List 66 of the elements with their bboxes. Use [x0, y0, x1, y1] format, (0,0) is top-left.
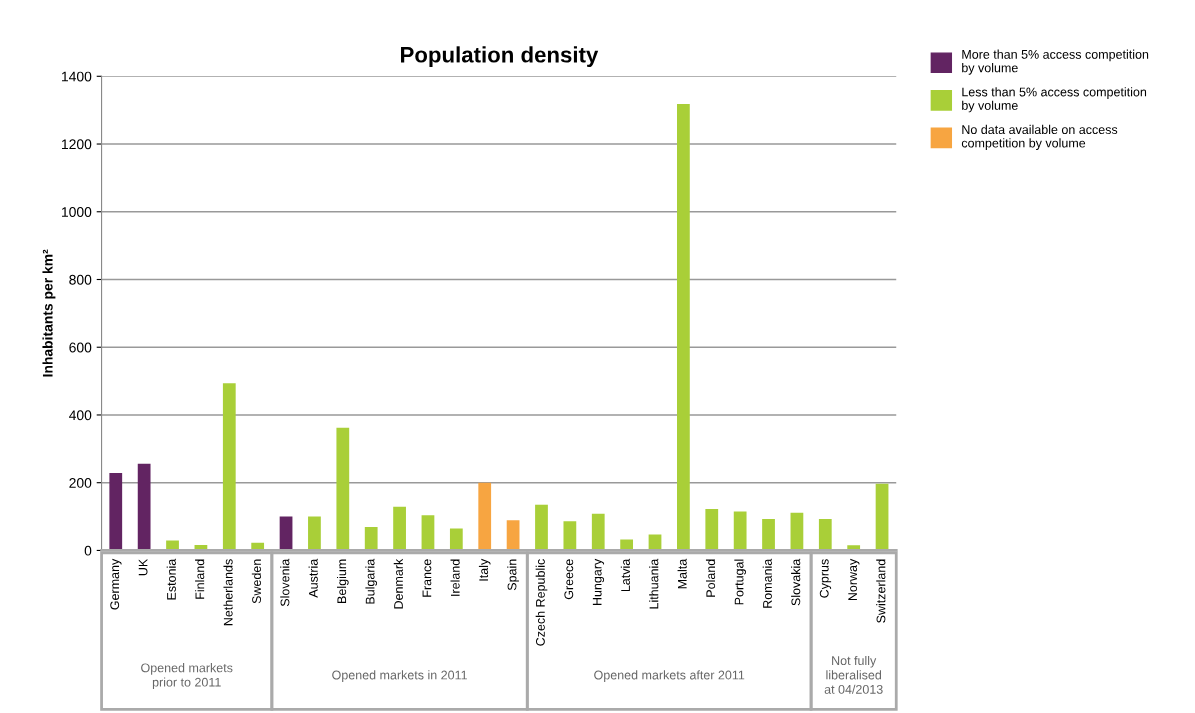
x-tick-label: Ireland [450, 559, 460, 596]
x-tick-label: Bulgaria [365, 558, 378, 604]
x-tick-label: Cyprus [819, 559, 832, 598]
text: Not fully liberalised at 04/2013 [824, 655, 883, 694]
bar [563, 521, 577, 551]
bar [364, 527, 378, 551]
bar [591, 513, 605, 551]
bar [762, 518, 775, 551]
x-tick-label: Poland [705, 559, 716, 597]
x-tick-label: Slovenia [280, 558, 290, 607]
y-tick-label: 800 [69, 274, 92, 285]
x-tick-label: Portugal [734, 559, 746, 605]
x-tick-label: Malta [677, 558, 687, 589]
x-tick-label: Germany [110, 558, 122, 610]
text: Opened markets after 2011 [594, 670, 745, 682]
x-tick-label: Belgium [336, 559, 349, 603]
bar [336, 427, 350, 551]
x-tick-label: Austria [308, 558, 318, 598]
y-axis-title: Inhabitants per km² [42, 249, 56, 377]
bar [733, 511, 747, 551]
y-tick-label: 1000 [62, 207, 92, 217]
x-tick-label: France [422, 559, 432, 597]
x-tick-label: UK [138, 558, 148, 576]
bar [818, 518, 832, 551]
x-tick-label: Hungary [592, 558, 605, 605]
x-tick-label: Spain [507, 559, 519, 591]
bar [421, 515, 435, 551]
x-tick-label: Finland [195, 559, 205, 599]
x-tick-label: Netherlands [223, 559, 233, 626]
bar [535, 504, 548, 551]
x-tick-label: Lithuania [649, 558, 659, 609]
y-tick-label: 600 [69, 342, 92, 353]
bar [677, 104, 690, 551]
x-tick-label: Latvia [620, 558, 630, 592]
y-tick-label: 1200 [62, 139, 92, 150]
bar [137, 463, 151, 551]
legend-label: Less than 5% access competition by volume [962, 87, 1147, 113]
bar [393, 506, 406, 551]
legend-label: No data available on access competition by volume [961, 124, 1118, 150]
bar [478, 482, 492, 551]
x-tick-label: Sweden [251, 559, 262, 604]
bar [506, 520, 520, 551]
x-tick-label: Slovakia [791, 558, 801, 606]
text: Opened markets in 2011 [332, 670, 467, 682]
bar [308, 516, 321, 551]
x-tick-label: Romania [762, 558, 772, 608]
bar [222, 383, 236, 551]
x-tick-label: Italy [478, 558, 491, 581]
x-tick-label: Norway [848, 558, 860, 601]
x-tick-label: Denmark [393, 558, 403, 609]
y-tick-label: 1400 [62, 71, 92, 82]
x-tick-label: Switzerland [876, 559, 886, 623]
x-tick-label: Estonia [166, 558, 176, 600]
y-tick-label: 200 [69, 478, 92, 488]
bar [449, 528, 463, 551]
x-tick-label: Greece [564, 559, 574, 600]
bar [875, 483, 889, 551]
legend-label: More than 5% access competition by volume [962, 49, 1149, 75]
bar [790, 512, 804, 551]
text: Opened markets prior to 2011 [141, 663, 233, 690]
y-tick-label: 400 [69, 410, 92, 421]
x-tick-label: Czech Republic [535, 559, 548, 646]
bar [109, 472, 123, 551]
bar [705, 509, 719, 551]
chart-title: Population density [401, 46, 599, 68]
y-tick-label: 0 [84, 545, 92, 556]
